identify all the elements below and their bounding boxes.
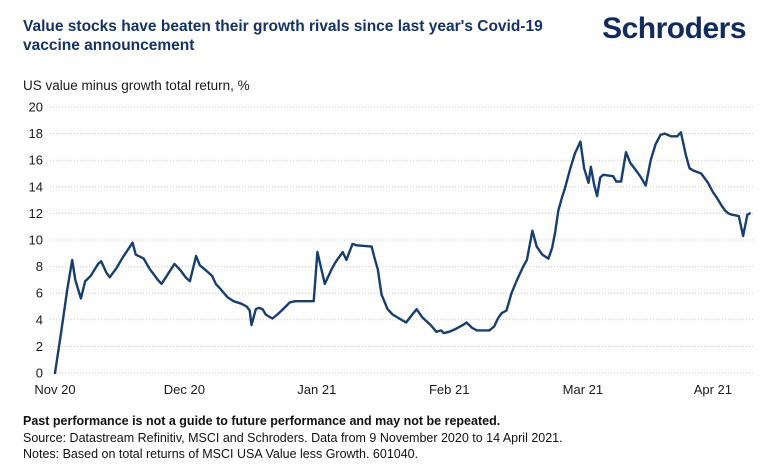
x-tick-label: Feb 21 xyxy=(429,382,469,397)
footnote-notes: Notes: Based on total returns of MSCI US… xyxy=(23,447,419,461)
y-tick-label: 10 xyxy=(29,233,43,248)
y-tick-label: 12 xyxy=(29,206,43,221)
x-tick-label: Dec 20 xyxy=(164,382,205,397)
y-tick-label: 18 xyxy=(29,126,43,141)
schroders-logo: Schroders xyxy=(602,12,746,45)
chart-svg: 0 2 4 6 8 10 12 14 16 18 20 Nov 20 Dec 20 Jan 21 Feb 2… xyxy=(29,100,754,397)
footnote-past-performance: Past performance is not a guide to futur… xyxy=(23,414,501,428)
y-tick-label: 16 xyxy=(29,153,43,168)
chart-title: Value stocks have beaten their growth ri… xyxy=(23,18,543,54)
y-tick-label: 0 xyxy=(36,366,43,381)
x-tick-label: Apr 21 xyxy=(694,382,732,397)
x-tick-label: Mar 21 xyxy=(563,382,603,397)
x-tick-label: Nov 20 xyxy=(34,382,75,397)
y-tick-label: 14 xyxy=(29,179,43,194)
chart-footnotes: Past performance is not a guide to futur… xyxy=(23,413,563,463)
y-tick-label: 6 xyxy=(36,286,43,301)
y-tick-label: 8 xyxy=(36,259,43,274)
x-tick-label: Jan 21 xyxy=(297,382,336,397)
y-tick-label: 2 xyxy=(36,339,43,354)
chart-subtitle: US value minus growth total return, % xyxy=(23,78,250,93)
footnote-source: Source: Datastream Refinitiv, MSCI and S… xyxy=(23,430,563,445)
y-tick-label: 4 xyxy=(36,312,43,327)
y-tick-label: 20 xyxy=(29,100,43,115)
value-minus-growth-line xyxy=(53,131,751,375)
